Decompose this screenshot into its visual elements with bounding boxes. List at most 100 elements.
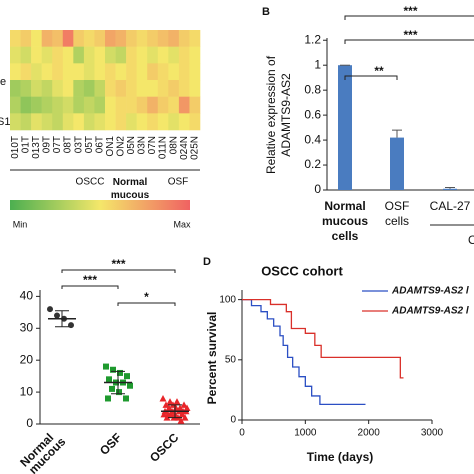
heatmap-cell xyxy=(10,63,21,81)
heatmap-cell xyxy=(31,96,42,114)
legend-label: ADAMTS9-AS2 l xyxy=(391,286,469,297)
column-label: 05T xyxy=(84,136,95,153)
heatmap-cell xyxy=(83,30,95,47)
heatmap-cell xyxy=(157,113,169,131)
heatmap-cell xyxy=(73,30,85,47)
x-tick-label: 0 xyxy=(239,428,245,439)
point xyxy=(106,376,112,383)
sig-bracket xyxy=(344,75,398,80)
point xyxy=(160,410,168,418)
point xyxy=(103,363,109,370)
sig-bracket xyxy=(344,39,474,44)
point xyxy=(177,417,185,424)
column-label: 07T xyxy=(52,136,63,153)
x-tick-label: OSCC xyxy=(147,430,182,465)
heatmap-cell xyxy=(31,113,42,131)
heatmap-cell xyxy=(178,46,190,64)
color-min: Min xyxy=(13,219,28,229)
point xyxy=(163,414,171,421)
y-tick-label: 1.2 xyxy=(304,32,321,46)
heatmap-cell xyxy=(62,46,74,64)
heatmap-cell xyxy=(52,46,64,64)
heatmap-cell xyxy=(41,30,53,47)
heatmap-cell xyxy=(115,63,127,81)
y-tick-label: 30 xyxy=(20,320,34,334)
x-tick-label: 2000 xyxy=(358,428,381,439)
sig-bracket xyxy=(344,15,474,20)
y-tick-label: 0.8 xyxy=(304,82,321,96)
heatmap-cell xyxy=(115,46,127,64)
point xyxy=(47,306,53,313)
sig-label: *** xyxy=(111,257,125,271)
column-label: 06T xyxy=(94,136,105,153)
heatmap-cell xyxy=(94,63,106,81)
panel-letter: B xyxy=(262,6,270,18)
heatmap-cell xyxy=(41,96,53,114)
heatmap-cell xyxy=(157,80,169,97)
heatmap-cell xyxy=(168,63,180,81)
heatmap-cell xyxy=(105,30,116,47)
heatmap-cell xyxy=(62,63,74,81)
heatmap-cell xyxy=(10,30,21,47)
point xyxy=(124,373,130,380)
y-tick-label: 1 xyxy=(314,57,321,71)
heatmap-cell xyxy=(105,63,116,81)
sig-label: *** xyxy=(403,28,417,42)
x-tick-label: Normal xyxy=(324,199,365,213)
heatmap-cell xyxy=(147,63,159,81)
y-tick-label: 20 xyxy=(20,352,34,366)
legend-label: ADAMTS9-AS2 l xyxy=(391,306,469,317)
x-tick-label: CAL-27 xyxy=(430,199,471,213)
color-max: Max xyxy=(173,219,191,229)
heatmap-cell xyxy=(136,96,148,114)
point xyxy=(167,410,175,418)
heatmap-cell xyxy=(126,80,137,97)
y-tick-label: 50 xyxy=(225,354,237,365)
column-label: 05N xyxy=(126,136,137,154)
heatmap-cell xyxy=(178,30,190,47)
heatmap-cell xyxy=(168,96,180,114)
heatmap-cell xyxy=(115,96,127,114)
sig-label: *** xyxy=(403,4,417,18)
y-tick-label: 0 xyxy=(314,182,321,196)
point xyxy=(68,322,74,329)
y-axis-label: Relative expression of xyxy=(264,55,278,174)
sig-label: *** xyxy=(83,273,97,287)
column-label: 09T xyxy=(42,136,53,153)
heatmap-cell xyxy=(73,80,85,97)
y-tick-label: 100 xyxy=(219,294,236,305)
heatmap-cell xyxy=(157,30,169,47)
column-label: 011N xyxy=(158,136,169,159)
heatmap-cell xyxy=(20,113,32,131)
heatmap-cell xyxy=(83,80,95,97)
column-label: 03T xyxy=(73,136,84,153)
heatmap-cell xyxy=(136,63,148,81)
heatmap-cell xyxy=(105,113,116,131)
panel-letter: D xyxy=(203,256,211,268)
heatmap-cell xyxy=(136,46,148,64)
heatmap-cell xyxy=(83,63,95,81)
heatmap-cell xyxy=(168,30,180,47)
point xyxy=(159,394,167,402)
sig-label: ** xyxy=(374,64,384,78)
x-tick-label: mucous xyxy=(322,214,368,228)
heatmap-cell xyxy=(41,80,53,97)
point xyxy=(180,401,188,408)
point xyxy=(105,395,111,402)
heatmap-cell xyxy=(10,96,21,114)
heatmap-cell xyxy=(73,96,85,114)
column-label: 01T xyxy=(20,136,31,153)
column-label: ON2 xyxy=(115,136,126,157)
heatmap-cell xyxy=(157,46,169,64)
point xyxy=(117,369,123,376)
heatmap-cell xyxy=(20,96,32,114)
heatmap-cell xyxy=(147,113,159,131)
heatmap-cell xyxy=(136,30,148,47)
x-tick-label: OSF xyxy=(97,430,124,457)
column-label: 07N xyxy=(147,136,158,154)
heatmap-cell xyxy=(94,30,106,47)
heatmap-cell xyxy=(136,113,148,131)
heatmap-cell xyxy=(105,80,116,97)
heatmap-cell xyxy=(147,46,159,64)
